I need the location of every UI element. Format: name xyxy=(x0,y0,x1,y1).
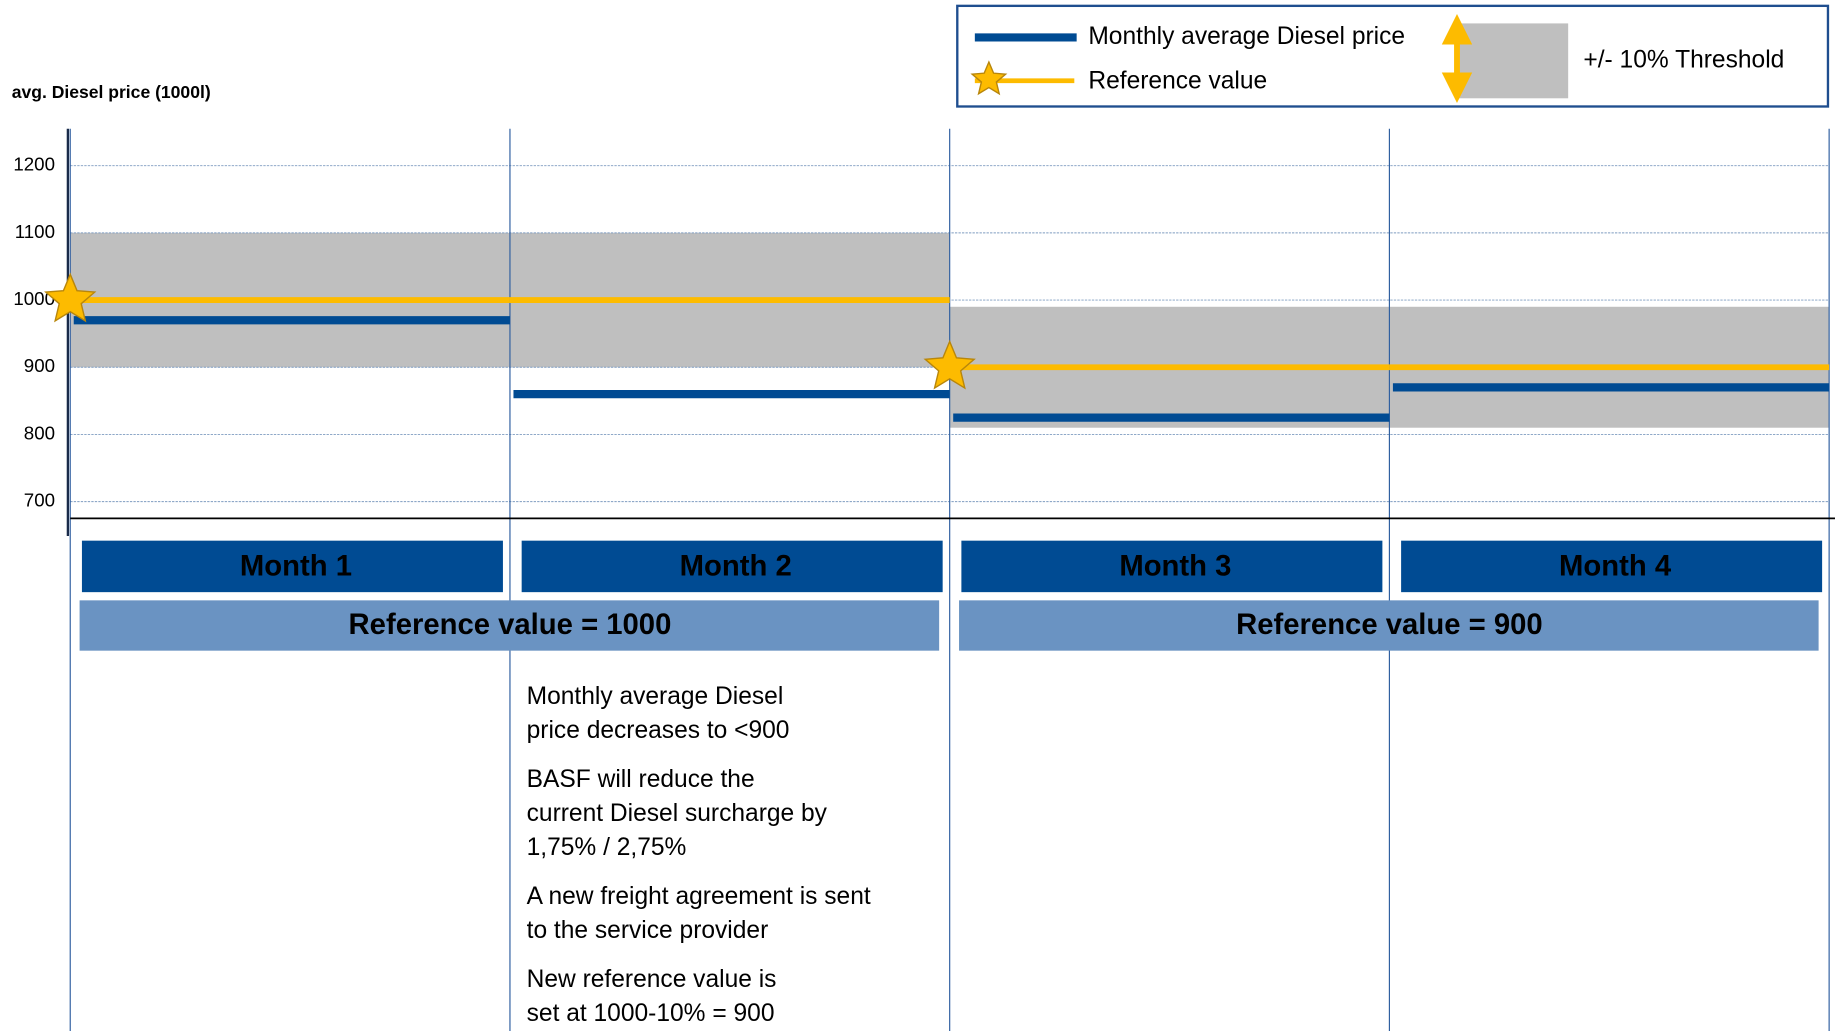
note-text: New reference value is xyxy=(527,966,777,993)
month-label: Month 4 xyxy=(1559,550,1672,582)
reference-label: Reference value = 900 xyxy=(1236,609,1543,641)
y-tick-label: 900 xyxy=(24,355,55,376)
month-label: Month 3 xyxy=(1119,550,1231,582)
note-text: A new freight agreement is sent xyxy=(527,883,871,910)
legend-box xyxy=(956,4,1830,108)
note-text: current Diesel surcharge by xyxy=(527,800,828,827)
month-box xyxy=(521,540,943,593)
y-tick-label: 1100 xyxy=(15,221,55,242)
y-tick-label: 1200 xyxy=(13,154,55,175)
y-tick-label: 800 xyxy=(24,422,55,443)
reference-star xyxy=(923,339,976,390)
month-label: Month 1 xyxy=(240,550,352,582)
legend-threshold-swatch xyxy=(1456,23,1569,99)
y-axis-label: avg. Diesel price (1000l) xyxy=(12,82,211,102)
legend-label: +/- 10% Threshold xyxy=(1583,46,1784,73)
y-tick-label: 1000 xyxy=(13,288,55,309)
note-text: to the service provider xyxy=(527,917,769,944)
month-box xyxy=(81,540,503,593)
note-text: 1,75% / 2,75% xyxy=(527,834,687,861)
reference-label: Reference value = 1000 xyxy=(349,609,672,641)
note-text: BASF will reduce the xyxy=(527,766,755,793)
month-box xyxy=(961,540,1383,593)
legend-star xyxy=(970,60,1008,96)
legend-label: Monthly average Diesel price xyxy=(1088,23,1405,50)
legend-arrow-head xyxy=(1441,14,1473,45)
reference-bar xyxy=(79,600,940,651)
y-tick-label: 700 xyxy=(24,490,55,511)
note-text: price decreases to <900 xyxy=(527,717,790,744)
note-text: Monthly average Diesel xyxy=(527,683,784,710)
reference-star xyxy=(44,272,97,323)
month-box xyxy=(1401,540,1823,593)
legend-label: Reference value xyxy=(1088,67,1267,94)
month-label: Month 2 xyxy=(680,550,792,582)
reference-bar xyxy=(959,600,1819,651)
note-text: set at 1000-10% = 900 xyxy=(527,1000,775,1027)
legend-arrow-head xyxy=(1441,72,1473,103)
